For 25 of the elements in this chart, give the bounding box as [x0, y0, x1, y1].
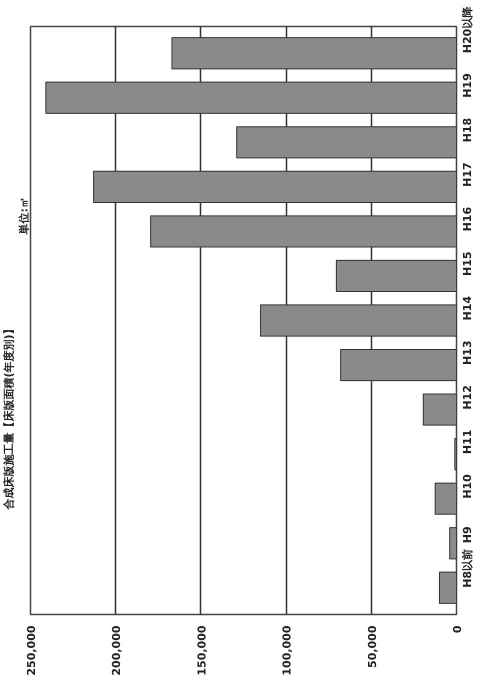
- bar: [422, 394, 456, 426]
- y-tick-label: H16: [461, 206, 474, 232]
- y-tick-label: H18: [461, 118, 474, 142]
- x-tick-label: 0: [451, 625, 464, 634]
- bar: [449, 527, 456, 560]
- y-tick-label: H15: [461, 251, 474, 276]
- y-tick-label: H17: [461, 162, 474, 187]
- x-tick-label: 200,000: [110, 625, 124, 676]
- y-tick-label: H10: [461, 474, 474, 499]
- y-tick-label: H19: [461, 73, 474, 98]
- bar: [434, 482, 456, 515]
- y-tick-label: H12: [461, 385, 474, 410]
- y-tick-label: H14: [461, 296, 474, 320]
- x-tick-label: 150,000: [195, 625, 208, 676]
- text: 単位:㎡: [18, 197, 30, 236]
- text: 合成床版施工量【床版面積(年度別)】: [2, 323, 16, 510]
- x-tick-label: 100,000: [280, 625, 294, 676]
- y-tick-label: H20以降: [461, 6, 474, 54]
- bar: [438, 572, 456, 604]
- x-tick-label: 50,000: [366, 625, 379, 668]
- y-tick-label: H11: [461, 430, 474, 454]
- y-tick-label: H8以前: [461, 548, 474, 588]
- y-tick-label: H13: [461, 340, 474, 366]
- y-tick-label: H9: [461, 526, 474, 544]
- x-tick-label: 250,000: [25, 625, 38, 676]
